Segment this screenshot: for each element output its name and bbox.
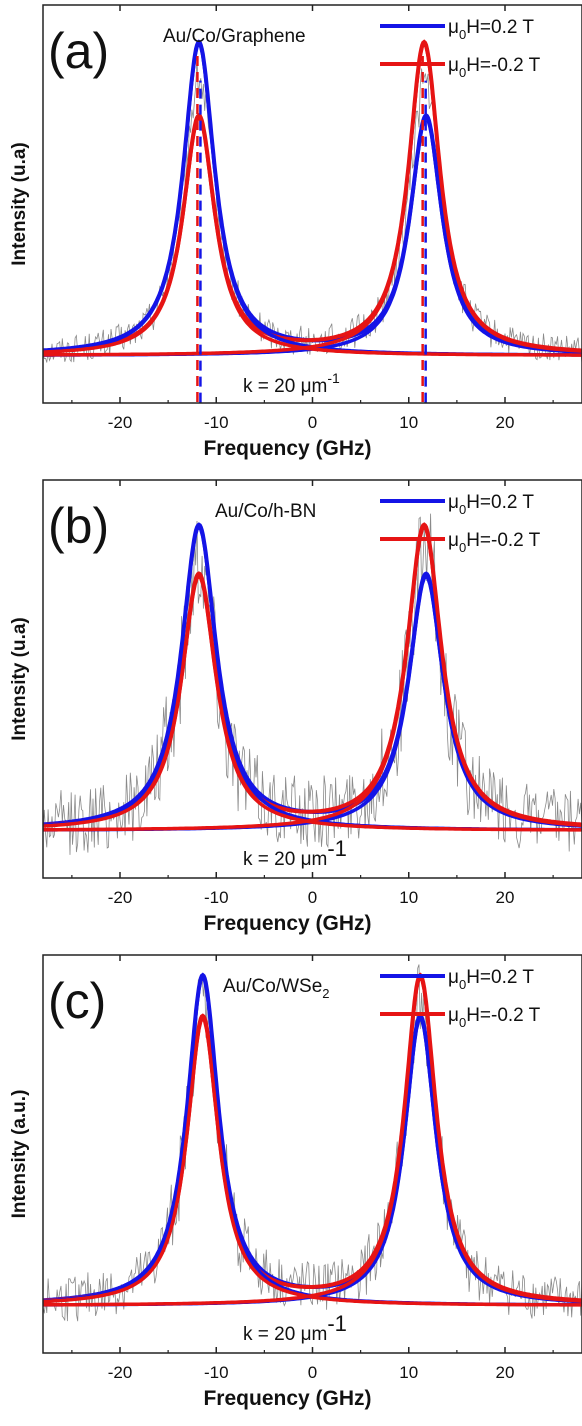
x-tick-label: -10 <box>204 888 229 907</box>
panel-label: (c) <box>48 973 106 1029</box>
panel-label: (b) <box>48 498 109 554</box>
panel-b: -20 -10 0 10 20 Frequency (GHz) Intensity (u.a… <box>0 475 582 950</box>
sample-label: Au/Co/Graphene <box>163 26 306 47</box>
plot-area <box>43 513 582 855</box>
legend-label: μ0H=-0.2 T <box>448 530 541 555</box>
y-axis-label: Intensity (u.a) <box>9 142 30 266</box>
k-annotation: k = 20 μm-1 <box>243 1311 347 1345</box>
component-line <box>43 524 582 832</box>
legend-label: μ0H=0.2 T <box>448 967 534 992</box>
series-line-negative-field <box>43 39 582 354</box>
legend-label: μ0H=0.2 T <box>448 492 534 517</box>
component-line <box>43 40 582 357</box>
component-line <box>43 114 582 357</box>
component-line <box>43 524 582 832</box>
chart-b: -20 -10 0 10 20 Frequency (GHz) Intensity (u.a… <box>9 479 582 935</box>
component-line <box>43 114 582 357</box>
x-axis-label: Frequency (GHz) <box>203 437 371 460</box>
panel-c: -20 -10 0 10 20 Frequency (GHz) Intensity (a.u… <box>0 950 582 1425</box>
x-tick-label: 0 <box>308 413 317 432</box>
x-tick-label: 20 <box>496 1363 515 1382</box>
sample-label: Au/Co/WSe2 <box>223 976 330 1001</box>
chart-a: -20 -10 0 10 20 Frequency (GHz) Intensity (u.a… <box>9 4 582 460</box>
x-tick-label: 0 <box>308 1363 317 1382</box>
x-tick-label: -20 <box>108 888 133 907</box>
x-tick-label: 10 <box>399 413 418 432</box>
x-tick-label: -20 <box>108 413 133 432</box>
component-line <box>43 573 582 832</box>
component-line <box>43 973 582 1307</box>
x-tick-label: 20 <box>496 888 515 907</box>
legend-label: μ0H=0.2 T <box>448 17 534 42</box>
x-axis-label: Frequency (GHz) <box>203 1387 371 1410</box>
y-axis-label: Intensity (a.u.) <box>9 1090 30 1219</box>
component-line <box>43 973 582 1307</box>
plot-area <box>43 964 582 1322</box>
raw-data-line <box>43 964 582 1322</box>
x-tick-label: 10 <box>399 1363 418 1382</box>
panel-label: (a) <box>48 23 109 79</box>
k-annotation: k = 20 μm-1 <box>243 836 347 870</box>
raw-data-line <box>43 57 582 364</box>
panel-a: -20 -10 0 10 20 Frequency (GHz) Intensity (u.a… <box>0 0 582 475</box>
legend-label: μ0H=-0.2 T <box>448 1005 541 1030</box>
series-line-positive-field <box>43 522 582 828</box>
series-line-negative-field <box>43 522 582 828</box>
x-axis-label: Frequency (GHz) <box>203 912 371 935</box>
x-tick-label: -10 <box>204 413 229 432</box>
x-tick-label: -20 <box>108 1363 133 1382</box>
series-line-positive-field <box>43 39 582 354</box>
x-tick-label: 20 <box>496 413 515 432</box>
raw-data-line <box>43 513 582 855</box>
x-tick-label: 0 <box>308 888 317 907</box>
plot-area <box>43 39 582 403</box>
component-line <box>43 1015 582 1307</box>
x-tick-label: 10 <box>399 888 418 907</box>
component-line <box>43 40 582 357</box>
k-annotation: k = 20 μm-1 <box>243 370 340 397</box>
sample-label: Au/Co/h-BN <box>215 501 316 522</box>
y-axis-label: Intensity (u.a) <box>9 617 30 741</box>
component-line <box>43 1015 582 1307</box>
chart-c: -20 -10 0 10 20 Frequency (GHz) Intensity (a.u… <box>9 954 582 1410</box>
legend-label: μ0H=-0.2 T <box>448 55 541 80</box>
x-tick-label: -10 <box>204 1363 229 1382</box>
